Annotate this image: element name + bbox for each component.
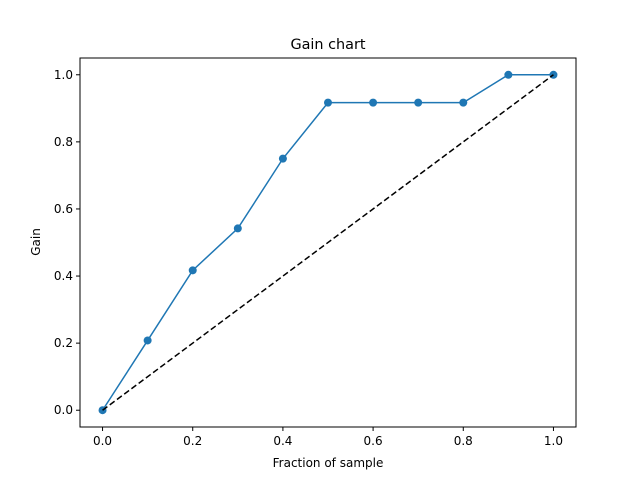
x-tick-label: 1.0 (544, 434, 563, 448)
series-baseline-line (102, 74, 554, 411)
x-tick-label: 0.2 (183, 434, 202, 448)
y-axis-label: Gain (29, 228, 43, 256)
series-gain-point (143, 336, 152, 345)
y-tick-label: 0.0 (54, 403, 73, 417)
y-tick-label: 1.0 (54, 68, 73, 82)
series-gain-point (233, 224, 242, 233)
x-tick-label: 0.8 (454, 434, 473, 448)
series-gain-point (504, 70, 513, 79)
x-tick-label: 0.6 (364, 434, 383, 448)
x-axis: 0.0 0.2 0.4 0.6 0.8 1.0 (93, 427, 563, 448)
x-tick-label: 0.4 (273, 434, 292, 448)
series-gain-point (324, 98, 332, 107)
y-tick-label: 0.2 (54, 336, 73, 350)
chart-title: Gain chart (290, 37, 365, 53)
plot-area (98, 70, 558, 415)
x-axis-label: Fraction of sample (273, 456, 384, 470)
y-tick-label: 0.8 (54, 135, 73, 149)
axes-frame (79, 57, 577, 428)
series-gain-point (369, 98, 378, 107)
series-gain-point (188, 266, 197, 275)
y-axis: 0.0 0.2 0.4 0.6 0.8 1.0 (54, 68, 80, 417)
series-gain-point (278, 154, 287, 163)
series-gain-point (414, 98, 423, 107)
y-tick-label: 0.4 (54, 269, 73, 283)
y-tick-label: 0.6 (54, 202, 73, 216)
series-gain-point (459, 98, 468, 107)
x-tick-label: 0.0 (93, 434, 112, 448)
